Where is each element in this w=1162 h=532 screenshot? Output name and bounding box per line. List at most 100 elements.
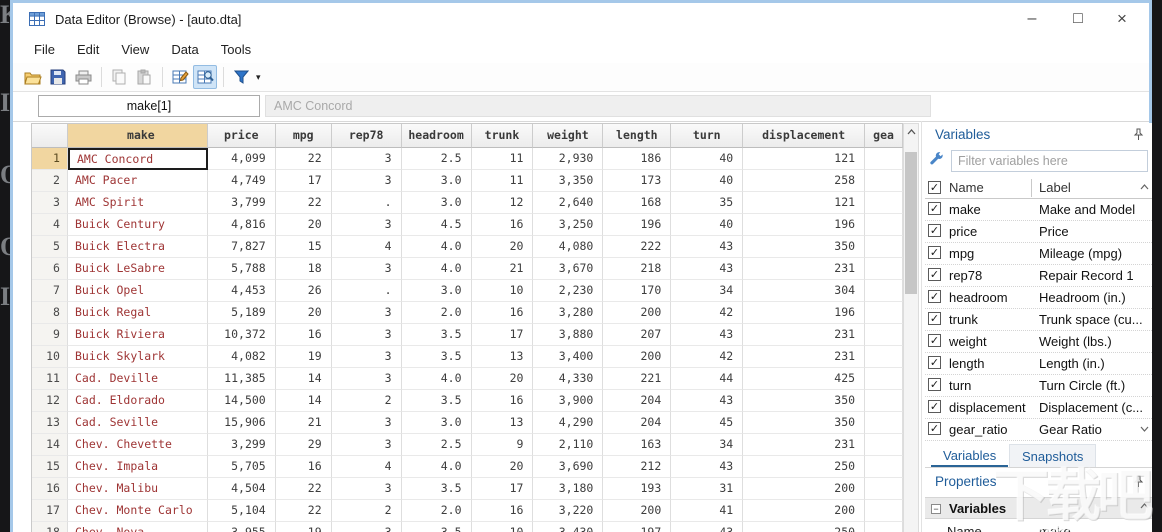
- cell-mpg[interactable]: 22: [275, 478, 332, 500]
- cell-trunk[interactable]: 13: [471, 412, 534, 434]
- cell-mpg[interactable]: 18: [275, 258, 332, 280]
- pin-icon[interactable]: [1133, 128, 1144, 141]
- cell-trunk[interactable]: 16: [471, 390, 534, 412]
- scrollbar-thumb[interactable]: [905, 152, 917, 294]
- cell-length[interactable]: 163: [603, 434, 672, 456]
- cell-price[interactable]: 4,453: [207, 280, 276, 302]
- menu-item[interactable]: Edit: [76, 42, 100, 57]
- row-number[interactable]: 15: [32, 456, 68, 478]
- cell-make[interactable]: Buick Regal: [67, 302, 208, 324]
- cell-gear[interactable]: [865, 368, 903, 390]
- browse-data-button[interactable]: [193, 65, 217, 89]
- maximize-button[interactable]: □: [1073, 10, 1083, 27]
- column-header-trunk[interactable]: trunk: [471, 124, 534, 148]
- open-button[interactable]: [21, 65, 45, 89]
- column-header-displacement[interactable]: displacement: [743, 124, 866, 148]
- cell-displacement[interactable]: 250: [743, 456, 866, 478]
- cell-turn[interactable]: 43: [671, 324, 744, 346]
- cell-make[interactable]: Buick Electra: [67, 236, 208, 258]
- pin-icon[interactable]: [1133, 475, 1144, 488]
- cell-price[interactable]: 4,099: [207, 148, 276, 170]
- cell-price[interactable]: 5,705: [207, 456, 276, 478]
- property-row-name[interactable]: Name make: [925, 521, 1152, 532]
- cell-price[interactable]: 3,955: [208, 522, 276, 532]
- cell-headroom[interactable]: 4.5: [401, 214, 472, 236]
- properties-scroll-up[interactable]: [1140, 503, 1149, 509]
- cell-trunk[interactable]: 20: [471, 456, 534, 478]
- cell-gear[interactable]: [865, 302, 903, 324]
- cell-rep78[interactable]: 3: [332, 522, 402, 532]
- row-number[interactable]: 7: [32, 280, 68, 302]
- variable-row[interactable]: ✓ make Make and Model: [925, 199, 1152, 221]
- cell-gear[interactable]: [865, 236, 903, 258]
- cell-turn[interactable]: 42: [671, 302, 744, 324]
- cell-turn[interactable]: 40: [671, 214, 744, 236]
- cell-turn[interactable]: 42: [671, 346, 744, 368]
- cell-turn[interactable]: 45: [671, 412, 744, 434]
- cell-gear[interactable]: [865, 192, 903, 214]
- cell-weight[interactable]: 3,670: [533, 258, 604, 280]
- filter-button[interactable]: [229, 65, 253, 89]
- cell-gear[interactable]: [865, 280, 903, 302]
- cell-price[interactable]: 4,816: [207, 214, 276, 236]
- cell-trunk[interactable]: 11: [471, 170, 534, 192]
- cell-headroom[interactable]: 3.0: [401, 412, 472, 434]
- cell-gear[interactable]: [865, 434, 903, 456]
- cell-displacement[interactable]: 231: [743, 346, 866, 368]
- cell-weight[interactable]: 2,230: [533, 280, 604, 302]
- column-header-length[interactable]: length: [603, 124, 672, 148]
- cell-mpg[interactable]: 16: [275, 456, 332, 478]
- cell-length[interactable]: 200: [603, 346, 672, 368]
- cell-make[interactable]: Chev. Nova: [68, 522, 208, 532]
- row-number[interactable]: 14: [32, 434, 68, 456]
- cell-headroom[interactable]: 3.0: [401, 192, 472, 214]
- print-button[interactable]: [71, 65, 95, 89]
- cell-displacement[interactable]: 231: [743, 258, 866, 280]
- cell-weight[interactable]: 4,290: [533, 412, 604, 434]
- cell-make[interactable]: Chev. Impala: [67, 456, 208, 478]
- cell-length[interactable]: 186: [603, 148, 672, 170]
- cell-mpg[interactable]: 20: [275, 302, 332, 324]
- cell-trunk[interactable]: 17: [471, 478, 534, 500]
- column-header-mpg[interactable]: mpg: [275, 124, 332, 148]
- cell-trunk[interactable]: 13: [471, 346, 534, 368]
- cell-length[interactable]: 222: [603, 236, 672, 258]
- cell-gear[interactable]: [865, 324, 903, 346]
- cell-length[interactable]: 170: [603, 280, 672, 302]
- cell-price[interactable]: 11,385: [207, 368, 276, 390]
- name-column-header[interactable]: Name: [949, 180, 984, 195]
- cell-headroom[interactable]: 2.5: [401, 434, 472, 456]
- cell-gear[interactable]: [865, 258, 903, 280]
- cell-mpg[interactable]: 16: [275, 324, 332, 346]
- cell-length[interactable]: 204: [603, 390, 672, 412]
- cell-turn[interactable]: 31: [671, 478, 744, 500]
- cell-mpg[interactable]: 20: [275, 214, 332, 236]
- cell-turn[interactable]: 40: [671, 148, 744, 170]
- variable-row[interactable]: ✓ rep78 Repair Record 1: [925, 265, 1152, 287]
- cell-length[interactable]: 196: [603, 214, 672, 236]
- cell-turn[interactable]: 43: [671, 522, 744, 532]
- cell-displacement[interactable]: 231: [743, 434, 866, 456]
- column-header-gear-truncated[interactable]: gea: [865, 124, 903, 148]
- cell-price[interactable]: 10,372: [207, 324, 276, 346]
- cell-weight[interactable]: 3,690: [533, 456, 604, 478]
- cell-length[interactable]: 200: [603, 500, 672, 522]
- cell-headroom[interactable]: 3.5: [401, 390, 472, 412]
- cell-rep78[interactable]: 3: [331, 258, 402, 280]
- variable-checkbox[interactable]: ✓: [928, 422, 941, 435]
- cell-rep78[interactable]: 3: [331, 324, 402, 346]
- cell-make[interactable]: Cad. Deville: [67, 368, 208, 390]
- cell-make[interactable]: Buick Riviera: [67, 324, 208, 346]
- cell-turn[interactable]: 34: [671, 280, 744, 302]
- cell-make[interactable]: Cad. Eldorado: [67, 390, 208, 412]
- cell-displacement[interactable]: 231: [743, 324, 866, 346]
- cell-weight[interactable]: 3,280: [533, 302, 604, 324]
- row-number[interactable]: 18: [32, 522, 68, 532]
- cell-make[interactable]: Buick Skylark: [67, 346, 208, 368]
- cell-headroom[interactable]: 4.0: [401, 258, 472, 280]
- cell-gear[interactable]: [865, 390, 903, 412]
- row-number[interactable]: 13: [32, 412, 68, 434]
- cell-turn[interactable]: 43: [671, 258, 744, 280]
- select-all-checkbox[interactable]: ✓: [928, 181, 941, 194]
- variable-checkbox[interactable]: ✓: [928, 400, 941, 413]
